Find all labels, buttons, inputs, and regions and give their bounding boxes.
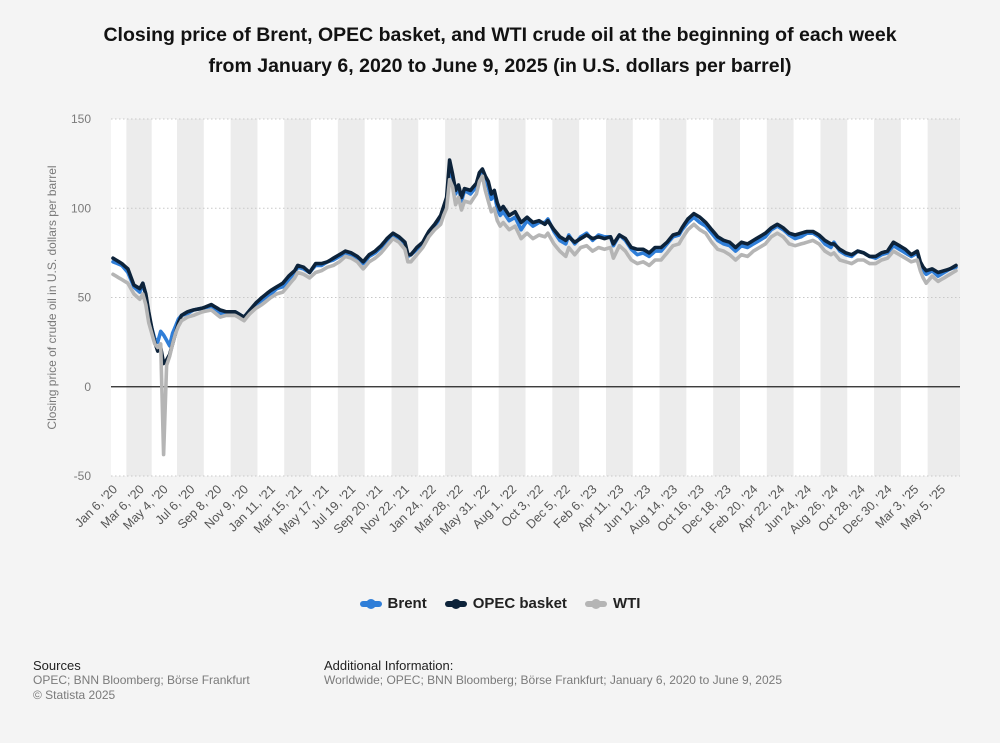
chart-title: Closing price of Brent, OPEC basket, and…: [0, 20, 1000, 82]
y-tick-label: -50: [74, 469, 92, 483]
y-tick-label: 50: [78, 291, 92, 305]
series-line-opec-basket[interactable]: [111, 158, 958, 366]
chart-bands: [111, 119, 960, 476]
y-axis-label: Closing price of crude oil in U.S. dolla…: [45, 165, 59, 429]
y-axis-ticks: 150 100 50 0 -50: [71, 112, 91, 483]
legend-item-wti[interactable]: WTI: [584, 595, 641, 612]
copyright-text: © Statista 2025: [33, 688, 116, 702]
additional-info-text: Worldwide; OPEC; BNN Bloomberg; Börse Fr…: [324, 673, 783, 687]
plot-band: [552, 119, 580, 476]
sources-block: Sources OPEC; BNN Bloomberg; Börse Frank…: [33, 658, 250, 703]
legend-item-opec-basket[interactable]: OPEC basket: [444, 595, 567, 612]
legend-label-brent: Brent: [387, 595, 427, 612]
legend-label-wti: WTI: [612, 595, 641, 612]
chart-title-line-2: from January 6, 2020 to June 9, 2025 (in…: [208, 55, 792, 77]
y-tick-label: 0: [84, 380, 91, 394]
series-line-wti[interactable]: [111, 174, 958, 457]
series-lines: [111, 158, 958, 457]
sources-heading: Sources: [33, 658, 81, 673]
additional-info-block: Additional Information: Worldwide; OPEC;…: [324, 658, 782, 688]
additional-info-heading: Additional Information:: [324, 658, 454, 673]
legend-label-opec-basket: OPEC basket: [472, 595, 567, 612]
y-tick-label: 150: [71, 112, 91, 126]
y-tick-label: 100: [71, 201, 91, 215]
legend-swatch-opec-basket: [444, 598, 467, 609]
legend-item-brent[interactable]: Brent: [359, 595, 427, 612]
plot-band: [740, 119, 767, 476]
plot-band: [820, 119, 848, 476]
legend-swatch-brent: [359, 598, 382, 609]
legend: Brent OPEC basket WTI: [0, 595, 1000, 612]
chart-title-line-1: Closing price of Brent, OPEC basket, and…: [103, 24, 897, 46]
chart-gridlines: [111, 118, 960, 477]
sources-text: OPEC; BNN Bloomberg; Börse Frankfurt: [33, 673, 250, 687]
legend-swatch-wti: [584, 598, 607, 609]
plot-band: [284, 119, 312, 476]
